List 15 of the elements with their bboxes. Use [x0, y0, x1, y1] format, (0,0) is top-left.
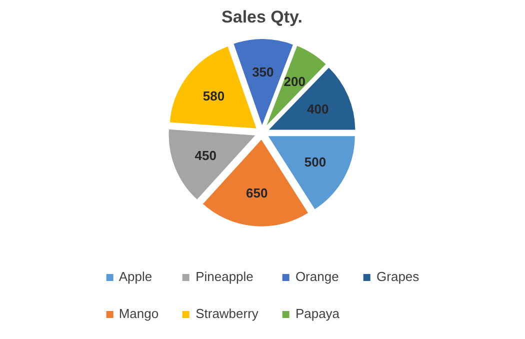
data-label: 400: [307, 101, 329, 116]
legend-label: Mango: [118, 306, 159, 321]
data-label: 580: [202, 88, 225, 104]
legend-label: Grapes: [376, 269, 420, 284]
legend-label: Papaya: [295, 306, 340, 321]
legend-label: Strawberry: [196, 306, 258, 321]
legend-label: Pineapple: [196, 269, 254, 284]
chart-title: Sales Qty.: [222, 8, 302, 26]
data-label: 650: [246, 186, 268, 201]
legend-label: Apple: [118, 269, 152, 284]
legend-label: Orange: [295, 269, 339, 284]
data-label: 350: [252, 64, 274, 80]
data-label: 500: [304, 154, 326, 170]
data-label: 450: [194, 148, 216, 163]
data-label: 200: [284, 74, 306, 89]
